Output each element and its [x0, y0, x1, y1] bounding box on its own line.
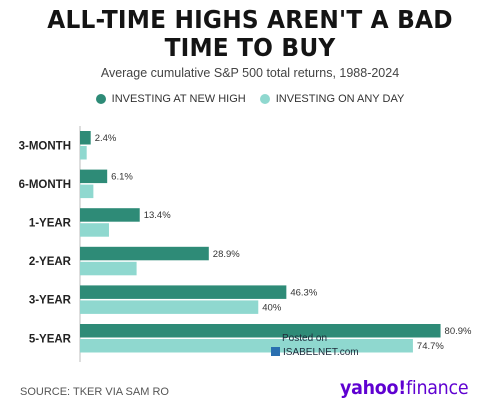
- logo-suffix: finance: [405, 377, 469, 399]
- category-label: 6-MONTH: [19, 179, 71, 191]
- data-label-any-day: 40%: [262, 302, 282, 313]
- bar-any-day: [80, 146, 87, 160]
- bar-any-day: [80, 184, 94, 199]
- category-label: 3-YEAR: [29, 295, 72, 307]
- bar-any-day: [80, 300, 259, 314]
- bar-new-high: [80, 208, 140, 222]
- legend-label-any-day: INVESTING ON ANY DAY: [275, 93, 405, 105]
- data-label-new-high: 6.1%: [111, 172, 133, 183]
- data-label-new-high: 46.3%: [290, 287, 317, 298]
- bar-new-high: [80, 169, 108, 184]
- watermark-line1: Posted on: [282, 333, 327, 344]
- source-note: SOURCE: TKER VIA SAM RO: [20, 386, 169, 398]
- bar-new-high: [80, 324, 441, 338]
- category-label: 2-YEAR: [29, 256, 72, 268]
- watermark-icon: [271, 347, 280, 356]
- legend-swatch-new-high: [95, 94, 106, 104]
- bar-any-day: [80, 339, 413, 353]
- category-label: 5-YEAR: [29, 333, 72, 345]
- data-label-new-high: 2.4%: [95, 133, 117, 144]
- chart-title: ALL-TIME HIGHS AREN'T A BAD TIME TO BUY: [47, 5, 453, 62]
- bar-any-day: [80, 261, 137, 276]
- data-label-new-high: 28.9%: [213, 249, 240, 260]
- category-label: 1-YEAR: [29, 217, 72, 229]
- yahoo-finance-logo: yahoo!finance: [340, 377, 469, 399]
- data-label-any-day: 74.7%: [417, 341, 444, 352]
- legend-item-new-high: INVESTING AT NEW HIGH: [95, 93, 246, 105]
- legend-swatch-any-day: [259, 94, 270, 104]
- watermark-line2: ISABELNET.com: [283, 347, 359, 358]
- bar-new-high: [80, 131, 91, 145]
- data-label-new-high: 13.4%: [144, 210, 171, 221]
- legend: INVESTING AT NEW HIGH INVESTING ON ANY D…: [0, 93, 500, 105]
- legend-label-new-high: INVESTING AT NEW HIGH: [111, 93, 246, 105]
- data-label-new-high: 80.9%: [445, 326, 472, 337]
- bar-new-high: [80, 285, 287, 299]
- bar-any-day: [80, 223, 109, 237]
- legend-item-any-day: INVESTING ON ANY DAY: [259, 93, 405, 105]
- category-label: 3-MONTH: [19, 140, 71, 152]
- bar-new-high: [80, 246, 209, 261]
- logo-brand: yahoo!: [340, 377, 406, 399]
- chart-subtitle: Average cumulative S&P 500 total returns…: [100, 66, 400, 80]
